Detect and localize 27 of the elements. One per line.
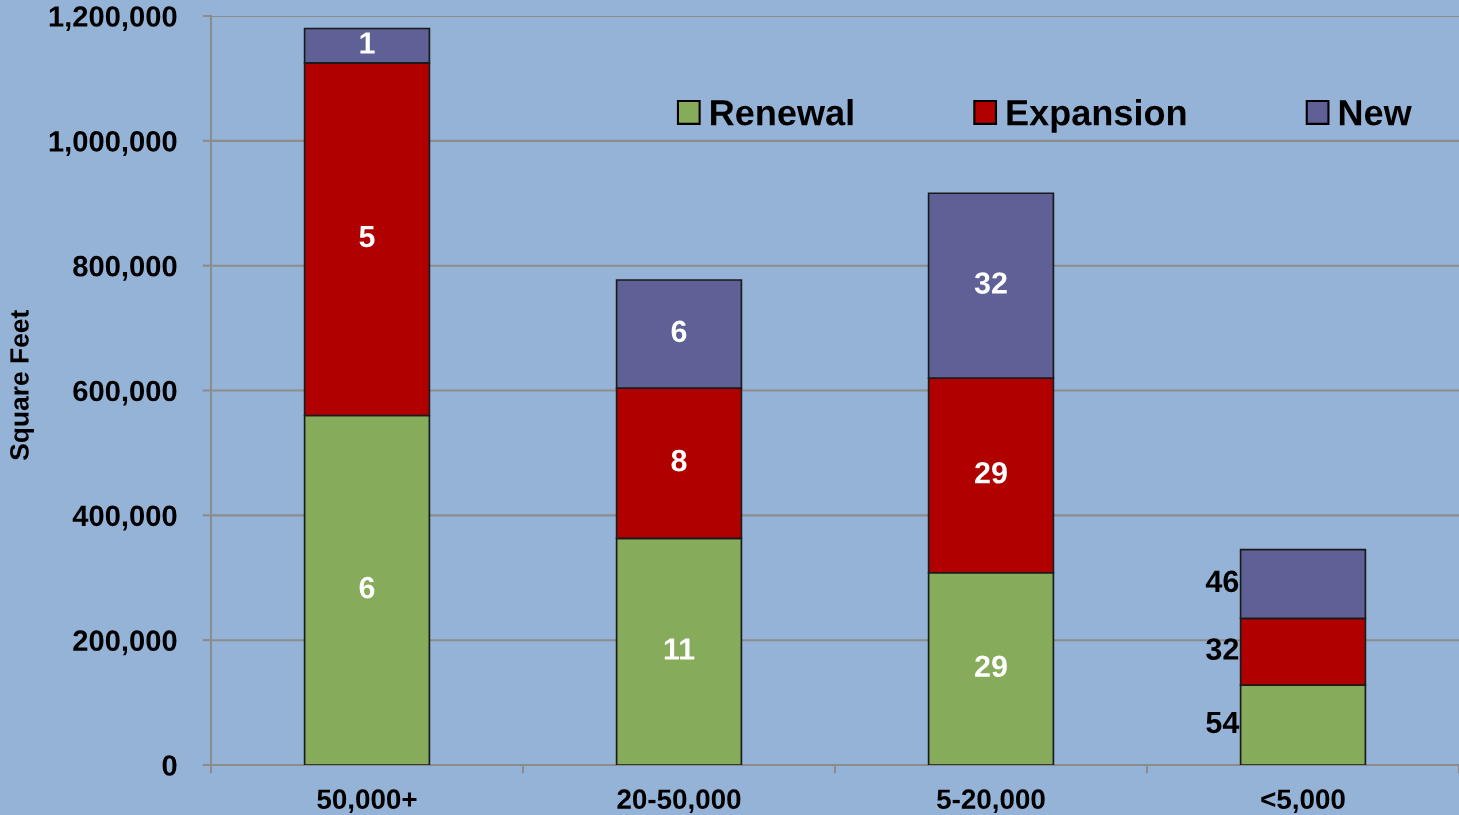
x-tick-label: 50,000+ [317,789,417,814]
y-tick-label: 600,000 [73,380,177,406]
annotation: 6 [359,576,375,599]
annotation: 32 [974,272,1007,294]
annotation: 29 [975,461,1007,484]
y-tick-label: 200,000 [73,630,177,656]
annotation: 1 [360,32,375,54]
annotation: 8 [671,449,687,472]
y-tick-label: 0 [162,755,177,776]
annotation: 32 [1206,638,1239,660]
y-tick-label: 800,000 [73,255,177,281]
y-axis-title: Square Feet [10,310,34,461]
annotation: 46 [1205,570,1239,593]
annotation: 11 [664,638,695,660]
x-tick-label: 5-20,000 [937,789,1045,814]
legend-label: New [1339,100,1412,126]
legend-label: Renewal [711,99,853,126]
x-tick-label: <5,000 [1261,789,1345,814]
legend-label: Expansion [1007,99,1186,133]
y-tick-label: 400,000 [72,505,177,531]
y-tick-label: 1,000,000 [49,131,177,156]
y-tick-label: 1,200,000 [49,6,177,32]
annotation: 6 [671,320,687,343]
annotation: 29 [975,655,1007,678]
annotation: 5 [359,226,375,248]
annotation: 54 [1206,711,1240,734]
x-tick-label: 20-50,000 [617,789,741,814]
